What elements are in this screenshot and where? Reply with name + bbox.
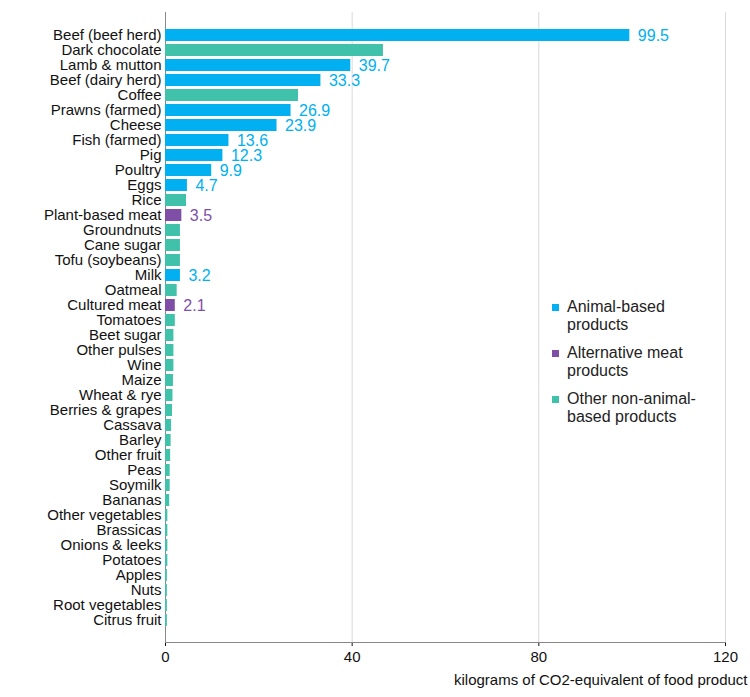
svg-text:3.5: 3.5 [190, 207, 212, 224]
svg-text:Plant-based meat: Plant-based meat [43, 206, 162, 224]
svg-text:Soymilk: Soymilk [109, 476, 162, 494]
svg-text:Cultured meat: Cultured meat [67, 296, 162, 314]
svg-text:0: 0 [161, 648, 169, 665]
svg-text:Beet sugar: Beet sugar [89, 326, 162, 344]
svg-text:Root vegetables: Root vegetables [53, 596, 162, 614]
svg-text:40: 40 [344, 648, 361, 665]
svg-text:Onions & leeks: Onions & leeks [60, 536, 162, 554]
svg-text:33.3: 33.3 [329, 72, 360, 89]
svg-text:2.1: 2.1 [183, 297, 205, 314]
svg-text:Other vegetables: Other vegetables [47, 506, 162, 524]
svg-text:Apples: Apples [115, 566, 162, 584]
svg-text:39.7: 39.7 [359, 57, 390, 74]
svg-text:Cheese: Cheese [109, 116, 162, 134]
svg-text:Maize: Maize [121, 371, 162, 389]
svg-text:Lamb & mutton: Lamb & mutton [59, 56, 162, 74]
svg-text:Milk: Milk [134, 266, 162, 284]
svg-text:Nuts: Nuts [130, 581, 162, 599]
html-text:Other non-animal-based product: Other non-animal-based products [567, 390, 696, 425]
svg-text:Barley: Barley [119, 431, 162, 449]
svg-text:Peas: Peas [127, 461, 162, 479]
svg-text:Other pulses: Other pulses [76, 341, 162, 359]
svg-text:13.6: 13.6 [237, 131, 269, 149]
svg-text:Cane sugar: Cane sugar [83, 236, 162, 254]
svg-text:Cassava: Cassava [103, 416, 162, 434]
svg-text:Fish (farmed): Fish (farmed) [72, 131, 162, 149]
svg-text:Poultry: Poultry [114, 161, 162, 179]
svg-text:4.7: 4.7 [195, 177, 217, 194]
svg-text:Dark chocolate: Dark chocolate [61, 41, 162, 59]
svg-text:99.5: 99.5 [638, 27, 669, 44]
svg-text:12.3: 12.3 [230, 146, 262, 164]
svg-text:80: 80 [530, 648, 547, 665]
svg-text:kilograms of CO2-equivalent of: kilograms of CO2-equivalent of food prod… [454, 671, 748, 688]
svg-text:Rice: Rice [131, 191, 162, 209]
svg-text:9.9: 9.9 [220, 162, 242, 179]
svg-text:3.2: 3.2 [188, 267, 210, 284]
svg-text:Tofu (soybeans): Tofu (soybeans) [54, 251, 162, 269]
svg-text:Tomatoes: Tomatoes [96, 311, 162, 329]
html-text:Animal-based products: Animal-based products [567, 298, 665, 333]
svg-text:Coffee: Coffee [117, 86, 162, 104]
svg-text:120: 120 [713, 648, 738, 665]
svg-text:Groundnuts: Groundnuts [83, 221, 162, 239]
svg-text:Brassicas: Brassicas [96, 521, 162, 539]
html-text:Alternative meat products: Alternative meat products [567, 344, 683, 379]
svg-text:Wine: Wine [127, 356, 162, 374]
svg-text:Bananas: Bananas [102, 491, 162, 509]
svg-text:Prawns (farmed): Prawns (farmed) [50, 101, 162, 119]
svg-text:Oatmeal: Oatmeal [104, 281, 162, 299]
svg-text:Wheat & rye: Wheat & rye [79, 386, 162, 404]
svg-text:Potatoes: Potatoes [102, 551, 162, 569]
svg-text:Eggs: Eggs [127, 176, 162, 194]
svg-text:Berries & grapes: Berries & grapes [49, 401, 162, 419]
svg-text:Citrus fruit: Citrus fruit [93, 611, 162, 628]
svg-text:26.9: 26.9 [299, 101, 331, 119]
svg-text:23.9: 23.9 [285, 117, 316, 134]
svg-text:Other fruit: Other fruit [94, 446, 162, 464]
svg-text:Pig: Pig [139, 146, 162, 164]
svg-text:Beef (beef herd): Beef (beef herd) [53, 26, 162, 44]
svg-text:Beef (dairy herd): Beef (dairy herd) [49, 71, 162, 89]
